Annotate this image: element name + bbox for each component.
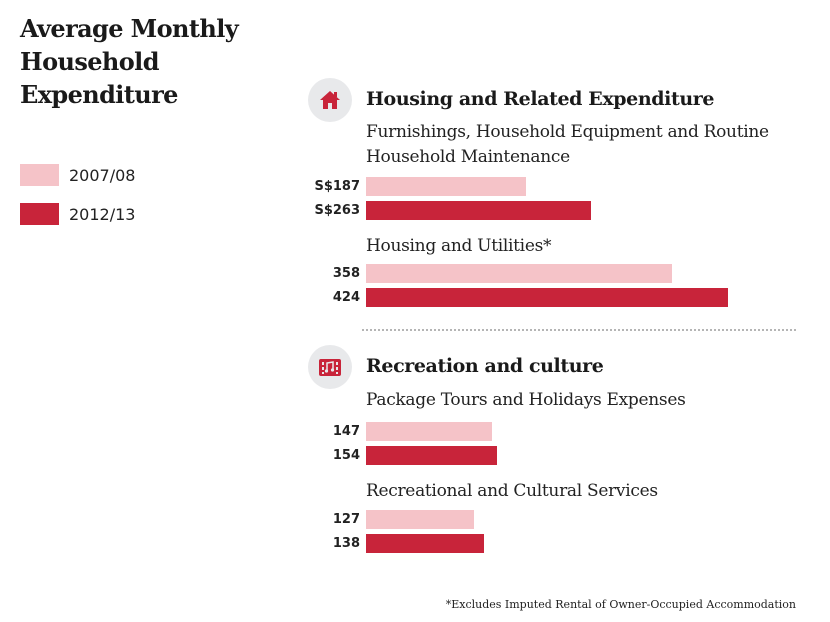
bar-2012-13 [366, 288, 728, 307]
value-label: 154 [332, 448, 360, 463]
category-label: Housing and Utilities* [366, 236, 552, 256]
value-label: 358 [332, 266, 360, 281]
bar-2007-08 [366, 264, 672, 283]
value-label: S$263 [314, 203, 360, 218]
bar-2012-13 [366, 534, 484, 553]
bar-2012-13 [366, 446, 497, 465]
category-label: Furnishings, Household Equipment and Rou… [366, 122, 769, 167]
category-label: Package Tours and Holidays Expenses [366, 390, 686, 410]
recreation-media-icon [308, 345, 352, 389]
section-heading-recreation: Recreation and culture [366, 355, 604, 377]
legend-swatch-2007-08 [20, 164, 59, 186]
bar-2007-08 [366, 510, 474, 529]
value-label: S$187 [314, 179, 360, 194]
value-label: 138 [332, 536, 360, 551]
footnote: *Excludes Imputed Rental of Owner-Occupi… [445, 598, 796, 611]
legend-item-2007-08: 2007/08 [20, 164, 135, 186]
value-label: 147 [332, 424, 360, 439]
legend-label-2007-08: 2007/08 [69, 165, 136, 185]
house-icon [308, 78, 352, 122]
bar-2012-13 [366, 201, 591, 220]
section-heading-housing: Housing and Related Expenditure [366, 88, 715, 110]
legend-swatch-2012-13 [20, 203, 59, 225]
legend-label-2012-13: 2012/13 [69, 204, 136, 224]
section-divider [362, 329, 796, 331]
legend-item-2012-13: 2012/13 [20, 203, 135, 225]
value-label: 424 [332, 290, 360, 305]
value-label: 127 [332, 512, 360, 527]
category-label: Recreational and Cultural Services [366, 481, 658, 501]
bar-2007-08 [366, 177, 526, 196]
bar-2007-08 [366, 422, 492, 441]
chart-title: Average Monthly Household Expenditure [20, 14, 239, 109]
